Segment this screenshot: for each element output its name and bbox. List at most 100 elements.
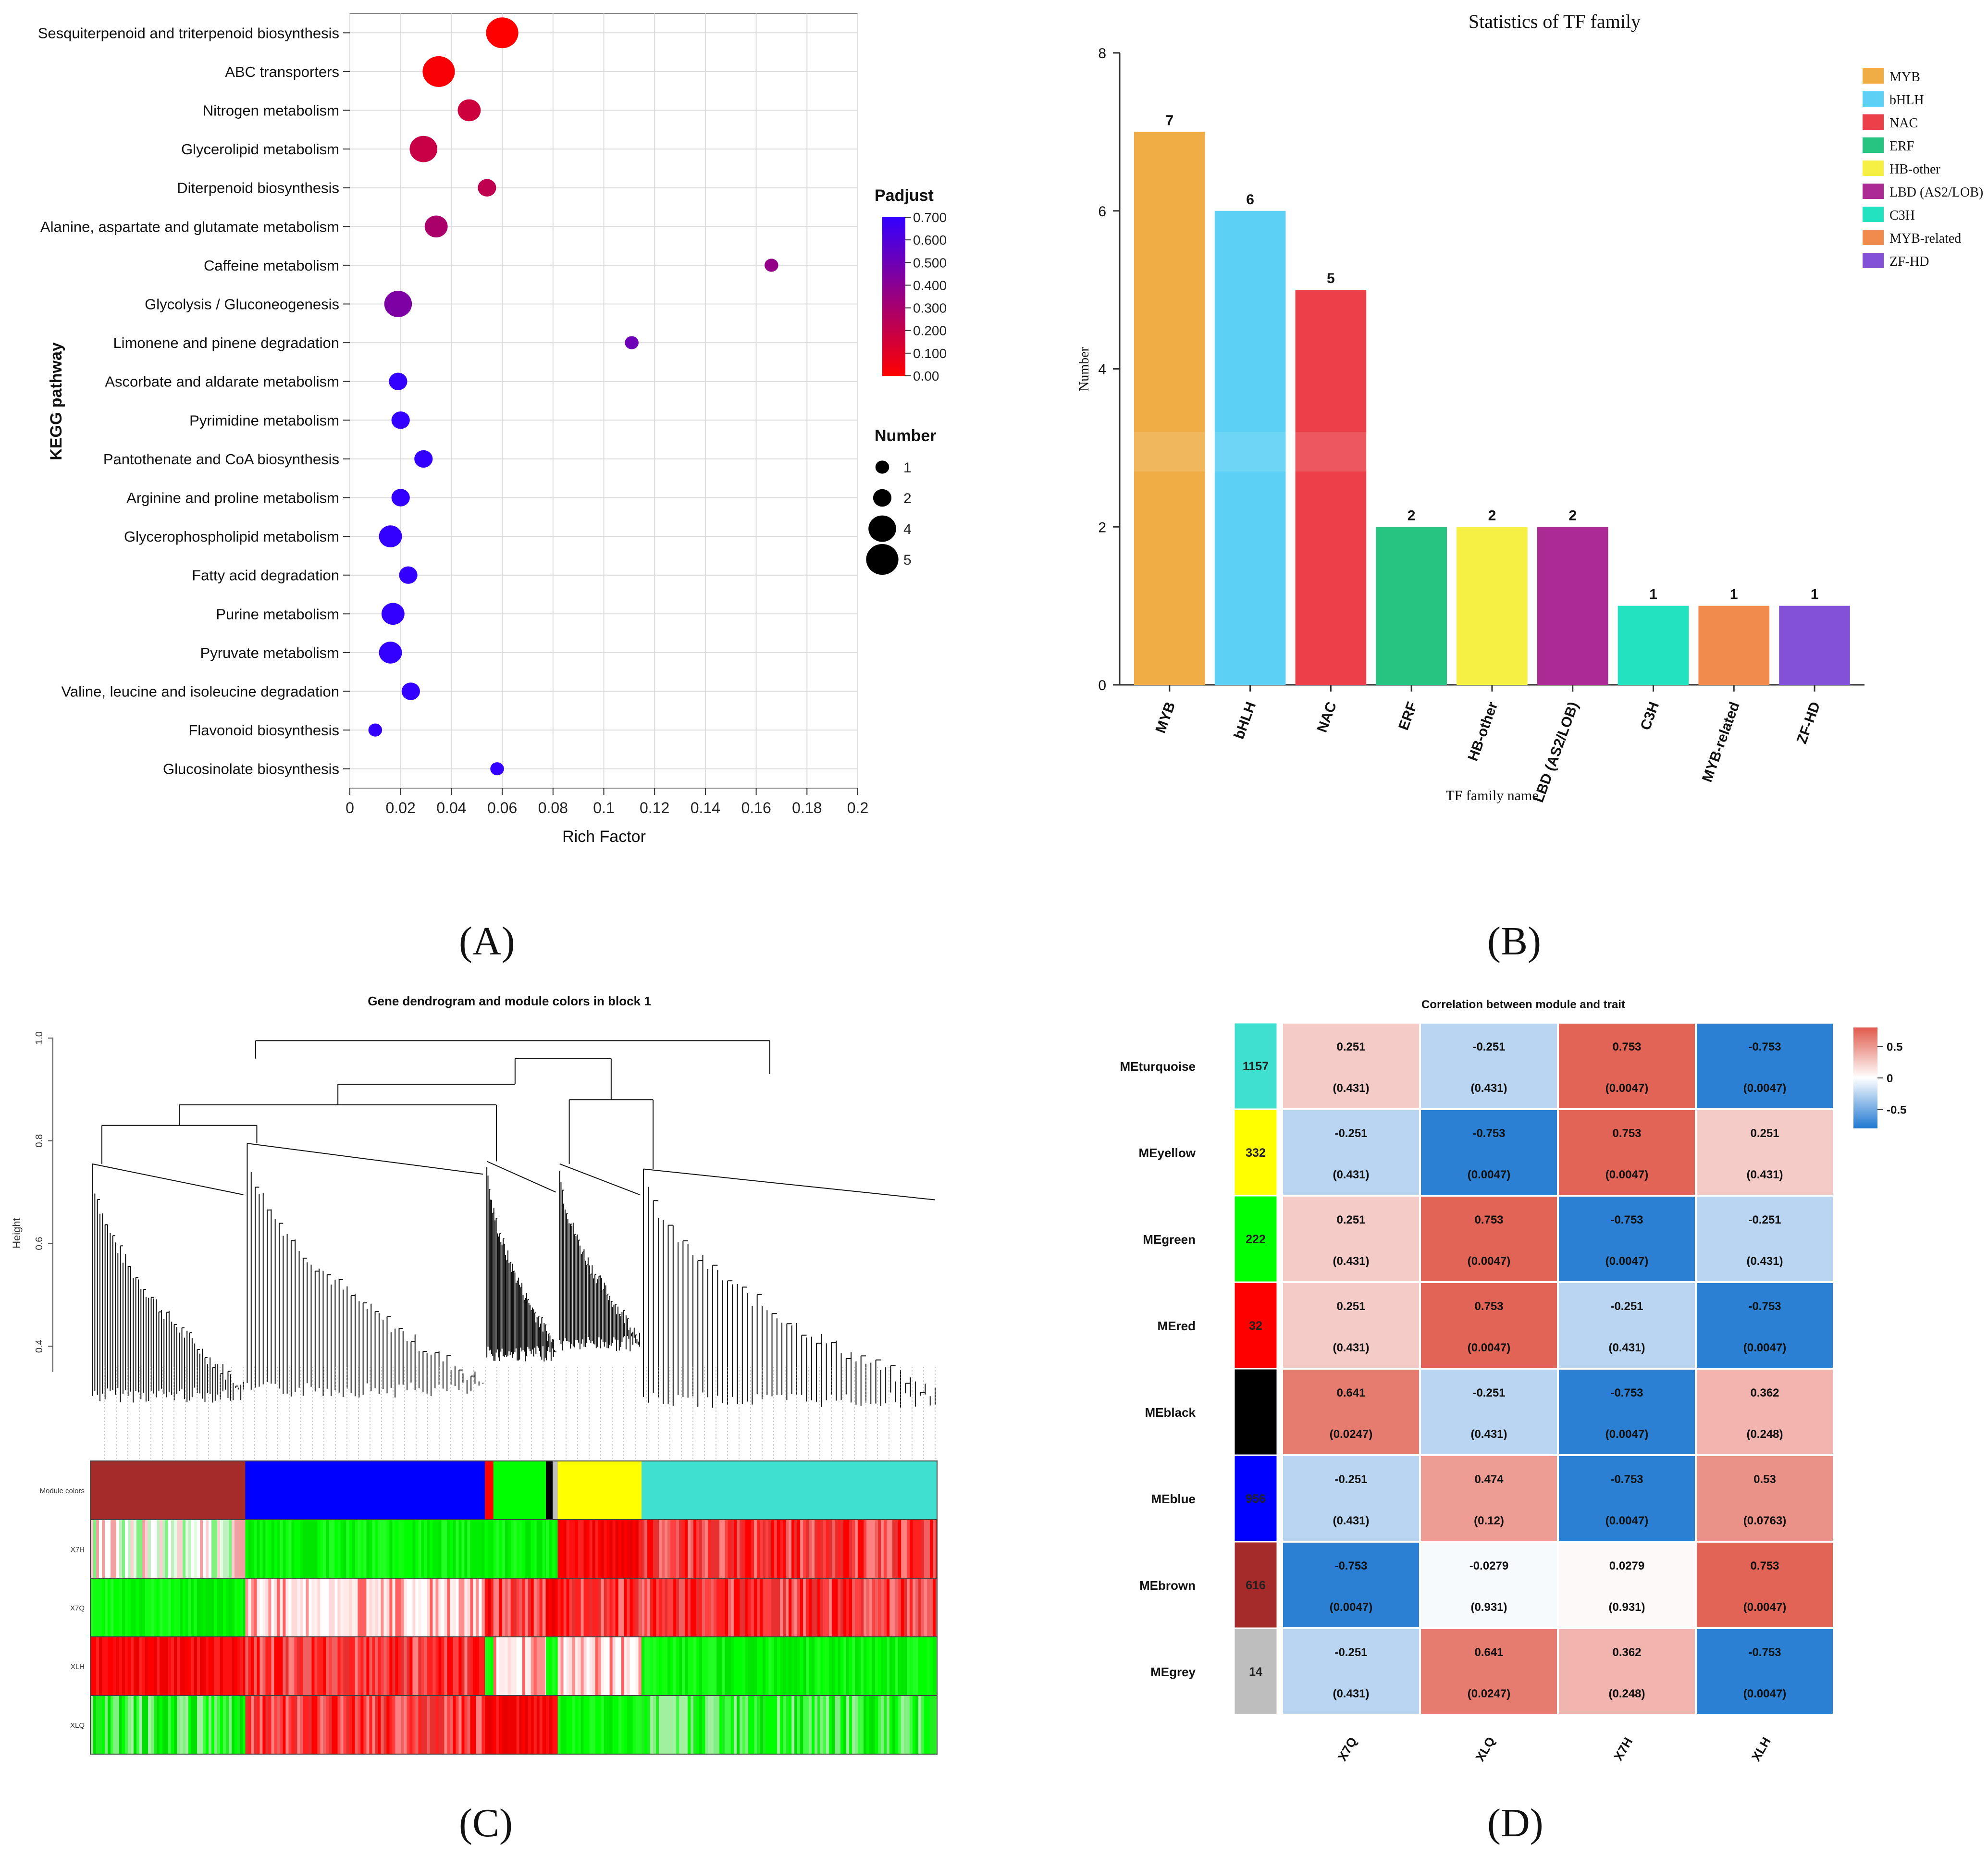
trait-cell [337,1578,341,1637]
trait-cell [232,1520,235,1578]
trait-cell [551,1578,553,1637]
x-tick-label: bHLH [1231,700,1259,741]
trait-cell [174,1520,177,1578]
heatmap-cell [1281,1108,1421,1197]
trait-cell [418,1520,421,1578]
trait-cell [763,1695,766,1754]
trait-cell [240,1578,244,1637]
trait-cell [924,1520,927,1578]
trait-cell [812,1520,815,1578]
trait-cell [604,1520,607,1578]
trait-cell [476,1520,479,1578]
trait-cell [751,1520,754,1578]
trait-cell [444,1520,447,1578]
trait-cell [257,1637,260,1695]
trait-cell [921,1637,925,1695]
trait-cell [838,1695,841,1754]
trait-cell [635,1520,639,1578]
trait-cell [430,1637,433,1695]
trait-cell [288,1520,292,1578]
trait-cell [467,1695,470,1754]
correlation-value: -0.251 [1748,1213,1781,1226]
trait-cell [676,1578,679,1637]
trait-cell [548,1695,552,1754]
trait-cell [533,1520,537,1578]
bubble [490,762,504,776]
trait-cell [334,1695,338,1754]
trait-cell [667,1520,671,1578]
trait-cell [930,1695,933,1754]
trait-cell [277,1578,280,1637]
trait-cell [113,1695,117,1754]
trait-cell [757,1520,760,1578]
trait-cell [346,1520,349,1578]
trait-cell [464,1520,468,1578]
trait-cell [592,1637,596,1695]
trait-cell [566,1637,570,1695]
trait-cell [728,1578,731,1637]
trait-cell [516,1695,520,1754]
trait-cell [812,1695,815,1754]
trait-cell [615,1520,619,1578]
trait-cell [326,1578,329,1637]
trait-cell [682,1637,685,1695]
trait-cell [93,1695,97,1754]
trait-cell [708,1695,711,1754]
trait-cell [99,1578,102,1637]
trait-cell [705,1695,708,1754]
trait-cell [479,1637,482,1695]
trait-cell [485,1695,488,1754]
trait-cell [556,1637,558,1695]
trait-cell [840,1520,844,1578]
trait-cell [383,1695,387,1754]
bubble [381,603,405,625]
trait-cell [235,1695,238,1754]
trait-cell [572,1578,576,1637]
trait-cell [722,1520,726,1578]
trait-cell [352,1520,355,1578]
trait-cell [866,1520,870,1578]
trait-cell [551,1520,553,1578]
trait-cell [366,1578,370,1637]
correlation-value: -0.251 [1610,1300,1643,1313]
trait-cell [647,1578,651,1637]
trait-cell [360,1695,364,1754]
module-color-cell [1233,1281,1278,1370]
module-color-block [485,1461,494,1520]
trait-cell [913,1520,916,1578]
trait-cell [125,1520,128,1578]
p-value: (0.931) [1608,1601,1645,1614]
trait-cell [283,1520,286,1578]
trait-cell [456,1578,459,1637]
trait-cell [355,1578,358,1637]
trait-cell [136,1695,140,1754]
y-tick-label: 0 [1098,678,1106,693]
trait-cell [542,1578,546,1637]
p-value: (0.431) [1333,1168,1369,1181]
legend-swatch [1863,137,1884,153]
trait-cell [171,1520,174,1578]
trait-cell [211,1695,215,1754]
trait-cell [398,1578,401,1637]
trait-cell [566,1520,570,1578]
trait-cell [578,1520,581,1578]
trait-cell [875,1637,878,1695]
heatmap-cell [1419,1022,1559,1110]
trait-cell [274,1520,277,1578]
trait-cell [618,1520,622,1578]
trait-cell [525,1637,529,1695]
x-tick-label: HB-other [1465,700,1501,763]
heatmap-cell [1419,1281,1559,1370]
trait-cell [630,1520,633,1578]
trait-cell [760,1578,763,1637]
trait-cell [438,1578,442,1637]
correlation-value: -0.753 [1472,1127,1505,1140]
trait-cell [817,1637,821,1695]
trait-cell [458,1578,462,1637]
trait-cell [352,1637,355,1695]
heatmap-cell [1281,1541,1421,1629]
trait-cell [349,1695,352,1754]
trait-cell [262,1695,266,1754]
trait-cell [852,1520,855,1578]
trait-cell [673,1637,677,1695]
